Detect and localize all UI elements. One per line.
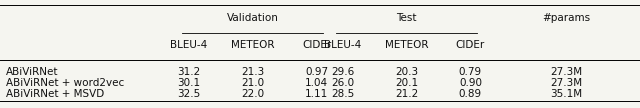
Text: 32.5: 32.5: [177, 89, 200, 99]
Text: 0.89: 0.89: [459, 89, 482, 99]
Text: 0.79: 0.79: [459, 67, 482, 77]
Text: 29.6: 29.6: [331, 67, 354, 77]
Text: Test: Test: [396, 13, 417, 23]
Text: 20.3: 20.3: [395, 67, 418, 77]
Text: CIDEr: CIDEr: [456, 40, 485, 50]
Text: 22.0: 22.0: [241, 89, 264, 99]
Text: METEOR: METEOR: [385, 40, 428, 50]
Text: 27.3M: 27.3M: [550, 78, 582, 88]
Text: 27.3M: 27.3M: [550, 67, 582, 77]
Text: BLEU-4: BLEU-4: [324, 40, 361, 50]
Text: 20.1: 20.1: [395, 78, 418, 88]
Text: ABiViRNet + MSVD: ABiViRNet + MSVD: [6, 89, 105, 99]
Text: 1.11: 1.11: [305, 89, 328, 99]
Text: 28.5: 28.5: [331, 89, 354, 99]
Text: METEOR: METEOR: [231, 40, 275, 50]
Text: 30.1: 30.1: [177, 78, 200, 88]
Text: #params: #params: [542, 13, 591, 23]
Text: 21.0: 21.0: [241, 78, 264, 88]
Text: 35.1M: 35.1M: [550, 89, 582, 99]
Text: CIDEr: CIDEr: [302, 40, 332, 50]
Text: 0.97: 0.97: [305, 67, 328, 77]
Text: ABiViRNet: ABiViRNet: [6, 67, 59, 77]
Text: 0.90: 0.90: [459, 78, 482, 88]
Text: 21.3: 21.3: [241, 67, 264, 77]
Text: Validation: Validation: [227, 13, 279, 23]
Text: 31.2: 31.2: [177, 67, 200, 77]
Text: BLEU-4: BLEU-4: [170, 40, 207, 50]
Text: 21.2: 21.2: [395, 89, 418, 99]
Text: 1.04: 1.04: [305, 78, 328, 88]
Text: 26.0: 26.0: [331, 78, 354, 88]
Text: ABiViRNet + word2vec: ABiViRNet + word2vec: [6, 78, 125, 88]
